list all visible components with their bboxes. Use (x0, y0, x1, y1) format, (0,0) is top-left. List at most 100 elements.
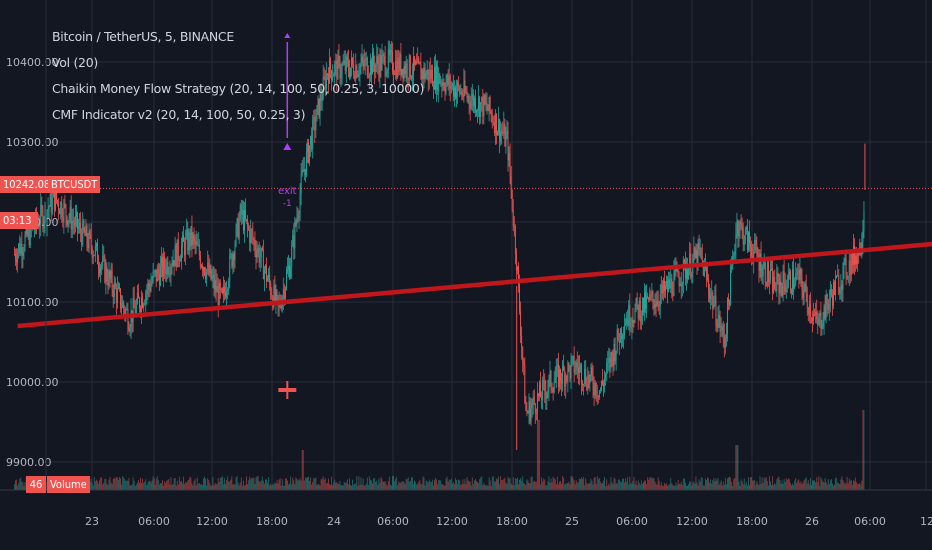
volume-bar (690, 481, 692, 490)
candle-body (499, 119, 501, 141)
volume-bar (124, 479, 126, 490)
symbol-title[interactable]: Bitcoin / TetherUS, 5, BINANCE (52, 29, 234, 44)
candle-body (310, 135, 312, 146)
candle-body (521, 336, 523, 348)
candle-body (520, 311, 522, 337)
volume-bar (239, 482, 241, 490)
volume-bar (381, 479, 383, 490)
volume-bar (141, 483, 142, 490)
candle-body (257, 247, 259, 252)
candle-body (87, 242, 89, 249)
volume-bar (527, 480, 529, 490)
candle-body (399, 53, 401, 72)
volume-bar (157, 480, 159, 490)
candle-body (343, 60, 345, 64)
volume-bar (481, 476, 483, 490)
candle-body (60, 202, 62, 215)
candle-body (559, 369, 560, 388)
candle-body (483, 95, 485, 117)
candle-body (213, 275, 215, 290)
volume-bar (250, 479, 252, 490)
candle-body (450, 86, 452, 89)
volume-bar (560, 481, 561, 490)
candle-body (540, 383, 541, 398)
candle-body (702, 260, 704, 276)
volume-bar (536, 420, 538, 490)
candle-body (653, 299, 655, 308)
indicator-cmf-v2[interactable]: CMF Indicator v2 (20, 14, 100, 50, 0.25,… (52, 107, 306, 122)
volume-bar (508, 478, 510, 490)
candle-body (333, 74, 335, 77)
volume-bar (341, 485, 343, 490)
candle-body (249, 228, 251, 243)
volume-bar (691, 485, 693, 490)
price-axis[interactable]: 10400.0010300.0010200.0010100.0010000.00… (6, 0, 59, 490)
volume-bar (811, 485, 812, 490)
volume-bar (500, 476, 502, 490)
candle-body (226, 291, 228, 298)
volume-bar (208, 480, 210, 490)
candle-body (106, 266, 108, 281)
volume-bar (529, 483, 531, 490)
indicator-volume[interactable]: Vol (20) (52, 55, 98, 70)
exit-pnl-label: -1 (283, 199, 292, 209)
volume-bar (206, 485, 208, 490)
candle-body (207, 262, 209, 270)
time-axis[interactable]: 23 06:00 12:00 18:00 24 06:00 12:00 18:00 25 06:0… (0, 489, 932, 528)
candle-body (857, 249, 859, 265)
candle-body (762, 266, 764, 277)
candle-body (660, 284, 662, 295)
candle-body (305, 151, 307, 175)
candle-body (619, 328, 621, 344)
volume-bar (525, 485, 527, 490)
volume-bar (857, 484, 859, 490)
candle-body (592, 375, 594, 389)
candle-body (632, 320, 634, 323)
candle-body (551, 388, 553, 391)
candle-body (862, 230, 864, 243)
volume-bar (425, 480, 427, 490)
volume-bar (158, 484, 160, 490)
volume-bar (862, 410, 864, 490)
candle-body (360, 63, 362, 66)
candle-body (241, 210, 243, 215)
candle-body (24, 234, 26, 250)
volume-bar (384, 481, 386, 490)
candle-body (203, 267, 204, 271)
volume-bar (103, 482, 105, 490)
volume-bar (504, 477, 506, 490)
volume-bar (181, 480, 182, 490)
volume-bar (464, 478, 466, 490)
candle-body (581, 365, 582, 385)
volume-bar (19, 478, 21, 490)
volume-bar (274, 482, 276, 490)
candle-body (674, 268, 676, 273)
candle-body (471, 94, 473, 101)
candle-body (378, 64, 380, 77)
indicator-cmf-strategy[interactable]: Chaikin Money Flow Strategy (20, 14, 100… (52, 81, 425, 96)
volume-bar (678, 483, 680, 490)
trendline[interactable] (17, 226, 932, 329)
volume-bar (354, 483, 356, 490)
candle-body (812, 318, 813, 321)
volume-bar (303, 480, 305, 490)
candle-body (80, 223, 82, 233)
candle-body (71, 220, 73, 230)
candle-body (673, 272, 675, 296)
volume-bar (468, 481, 470, 490)
candle-body (601, 381, 602, 391)
volume-bar (604, 476, 606, 490)
volume-bar (263, 483, 265, 490)
volume-bar (802, 482, 804, 490)
volume-bar (280, 485, 282, 490)
volume-bar (853, 480, 854, 490)
volume-bar (767, 485, 769, 490)
candle-body (813, 314, 814, 321)
volume-bar (144, 481, 146, 490)
volume-bar (376, 480, 378, 490)
volume-bar (358, 476, 360, 490)
candle-body (231, 254, 233, 267)
volume-bar (553, 478, 555, 490)
candle-body (507, 131, 509, 161)
